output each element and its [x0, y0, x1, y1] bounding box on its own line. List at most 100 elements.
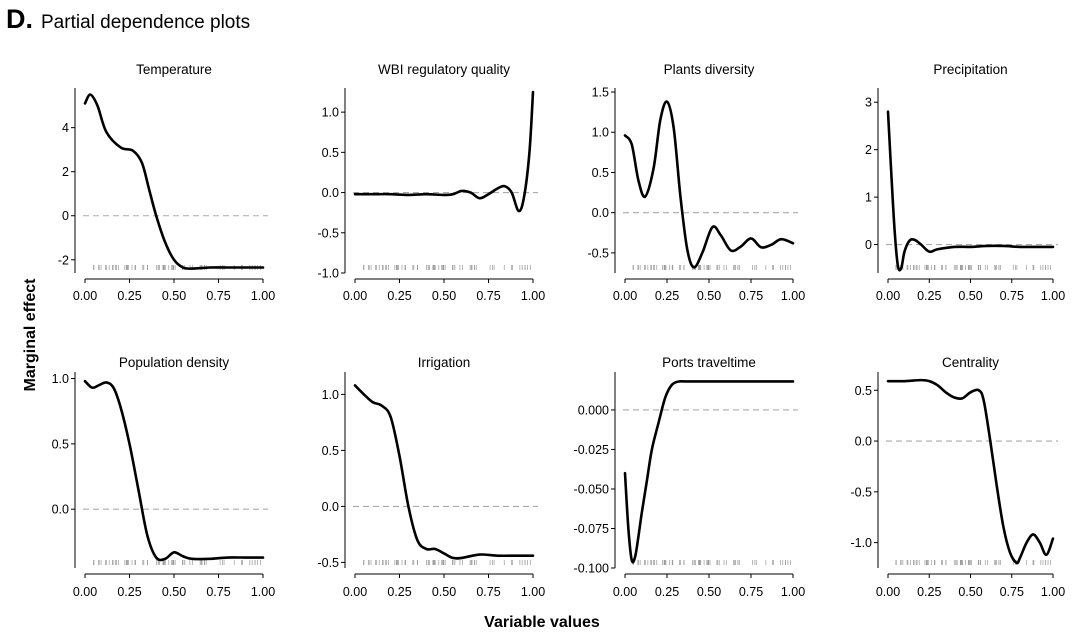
y-tick-label: -0.5	[317, 556, 339, 570]
chart-panel: Ports traveltime 0.000 -0.025 -0.050 -0.075 -…	[574, 355, 806, 599]
chart-panel: Temperature 4 2 0 -2 0.00 0.25 0.50 0.75 1.00	[58, 62, 275, 303]
x-tick-label: 0.75	[476, 289, 500, 303]
chart-title: Plants diversity	[664, 62, 755, 77]
y-tick-label: 1.5	[592, 86, 609, 100]
y-tick-label: 1.0	[322, 388, 339, 402]
y-tick-label: -0.075	[574, 522, 609, 536]
y-tick-label: -0.5	[317, 226, 339, 240]
y-tick-label: 0.5	[52, 437, 69, 451]
x-tick-label: 0.75	[1000, 585, 1024, 599]
x-tick-label: 0.75	[739, 585, 763, 599]
y-tick-label: 3	[865, 96, 872, 110]
x-tick-label: 0.75	[206, 585, 230, 599]
x-tick-label: 1.00	[521, 585, 545, 599]
x-tick-label: 1.00	[781, 585, 805, 599]
x-tick-label: 0.25	[387, 289, 411, 303]
x-tick-label: 0.50	[697, 585, 721, 599]
figure-heading: D. Partial dependence plots	[6, 4, 250, 35]
y-tick-label: 2	[62, 165, 69, 179]
y-tick-label: -0.100	[574, 562, 609, 576]
partial-dependence-line	[353, 384, 535, 560]
x-tick-label: 0.50	[432, 585, 456, 599]
chart-panel: Population density 1.0 0.5 0.0 0.00 0.25 0.50 0…	[52, 355, 276, 599]
y-tick-label: 2	[865, 143, 872, 157]
x-tick-label: 0.00	[73, 585, 97, 599]
y-tick-label: 0.0	[52, 503, 69, 517]
x-tick-label: 1.00	[251, 289, 275, 303]
x-tick-label: 0.25	[655, 289, 679, 303]
y-tick-label: 0.0	[592, 206, 609, 220]
y-tick-label: -0.5	[850, 485, 872, 499]
y-tick-label: 0.5	[855, 384, 872, 398]
y-tick-label: 1.0	[52, 372, 69, 386]
y-tick-label: 1	[865, 191, 872, 205]
chart-panel: Centrality 0.5 0.0 -0.5 -1.0 0.00 0.25 0.50 0.75…	[850, 355, 1065, 599]
x-tick-label: 0.75	[206, 289, 230, 303]
partial-dependence-line	[83, 379, 265, 562]
y-tick-label: 0.5	[592, 166, 609, 180]
x-tick-label: 0.50	[162, 289, 186, 303]
x-tick-label: 0.75	[739, 289, 763, 303]
chart-title: Irrigation	[418, 355, 471, 370]
partial-dependence-line	[886, 110, 1055, 272]
x-tick-label: 1.00	[521, 289, 545, 303]
chart-title: Precipitation	[933, 62, 1007, 77]
chart-panel: Plants diversity 1.5 1.0 0.5 0.0 -0.5 0.00 0.25…	[587, 62, 805, 303]
y-tick-label: 0	[865, 238, 872, 252]
y-tick-label: -0.025	[574, 443, 609, 457]
panel-letter: D.	[6, 4, 33, 34]
x-tick-label: 0.00	[343, 289, 367, 303]
chart-panel: WBI regulatory quality 1.0 0.5 0.0 -0.5 -1.0 0…	[317, 62, 545, 303]
figure-title: Partial dependence plots	[41, 12, 251, 33]
x-tick-label: 0.25	[917, 289, 941, 303]
y-tick-label: 0.000	[578, 403, 609, 417]
x-tick-label: 0.25	[917, 585, 941, 599]
y-tick-label: 0.0	[322, 186, 339, 200]
y-tick-label: 0.0	[855, 435, 872, 449]
chart-title: Ports traveltime	[662, 355, 756, 370]
y-tick-label: -1.0	[850, 536, 872, 550]
y-tick-label: -0.050	[574, 482, 609, 496]
y-tick-label: 1.0	[322, 106, 339, 120]
x-tick-label: 0.50	[958, 289, 982, 303]
partial-dependence-line	[353, 90, 535, 213]
partial-dependence-line	[623, 379, 795, 564]
x-tick-label: 0.50	[162, 585, 186, 599]
x-tick-label: 0.25	[117, 289, 141, 303]
x-tick-label: 0.00	[876, 585, 900, 599]
x-tick-label: 0.50	[958, 585, 982, 599]
x-tick-label: 0.25	[117, 585, 141, 599]
y-tick-label: -0.5	[587, 246, 609, 260]
partial-dependence-line	[623, 100, 795, 269]
x-tick-label: 1.00	[781, 289, 805, 303]
x-tick-label: 1.00	[1041, 585, 1065, 599]
x-tick-label: 0.25	[655, 585, 679, 599]
x-tick-label: 0.50	[432, 289, 456, 303]
x-tick-label: 0.50	[697, 289, 721, 303]
y-tick-label: 0	[62, 209, 69, 223]
x-tick-label: 0.00	[613, 585, 637, 599]
chart-title: Population density	[119, 355, 230, 370]
y-tick-label: -2	[58, 253, 69, 267]
x-tick-label: 0.00	[613, 289, 637, 303]
x-tick-label: 1.00	[1041, 289, 1065, 303]
x-tick-label: 1.00	[251, 585, 275, 599]
y-tick-label: 0.0	[322, 500, 339, 514]
chart-title: Centrality	[942, 355, 999, 370]
chart-title: Temperature	[136, 62, 212, 77]
chart-title: WBI regulatory quality	[378, 62, 510, 77]
x-tick-label: 0.75	[1000, 289, 1024, 303]
x-axis-label: Variable values	[484, 614, 600, 631]
x-tick-label: 0.00	[876, 289, 900, 303]
y-tick-label: 0.5	[322, 444, 339, 458]
x-tick-label: 0.75	[476, 585, 500, 599]
x-tick-label: 0.00	[73, 289, 97, 303]
x-tick-label: 0.25	[387, 585, 411, 599]
chart-panel: Precipitation 3 2 1 0 0.00 0.25 0.50 0.75 1.00	[865, 62, 1065, 303]
y-tick-label: 0.5	[322, 146, 339, 160]
y-tick-label: -1.0	[317, 267, 339, 281]
chart-panel: Irrigation 1.0 0.5 0.0 -0.5 0.00 0.25 0.50 0.75 1…	[317, 355, 545, 599]
partial-dependence-line	[83, 93, 265, 270]
y-tick-label: 1.0	[592, 126, 609, 140]
